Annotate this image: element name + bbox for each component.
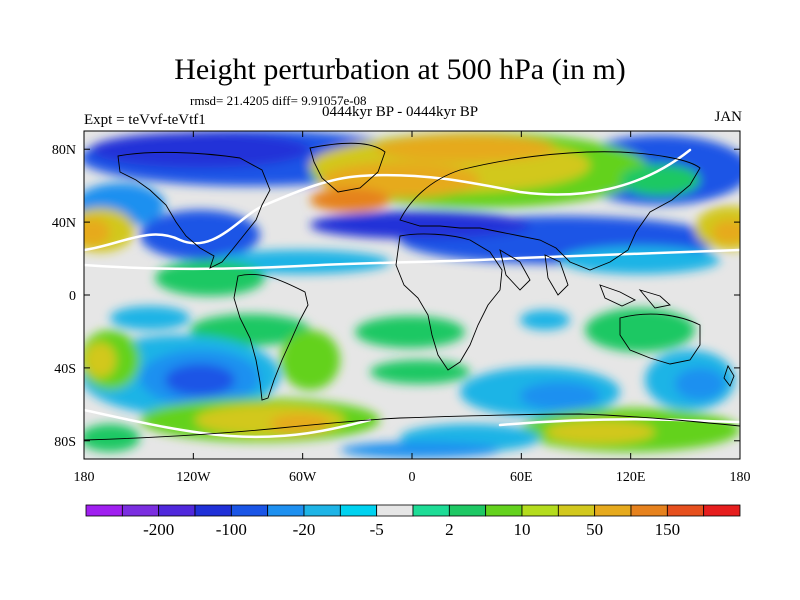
colorbar-swatch <box>703 504 741 517</box>
colorbar-swatch <box>412 504 450 517</box>
colorbar-swatch <box>303 504 341 517</box>
x-axis: 180 120W 60W 0 60E 120E 180 <box>74 131 751 485</box>
y-tick-label: 80S <box>54 435 76 450</box>
month-label: JAN <box>714 109 742 125</box>
colorbar-label: 10 <box>514 520 531 539</box>
map-title: Height perturbation at 500 hPa (in m) <box>174 53 626 86</box>
x-tick-label: 60W <box>289 470 317 485</box>
colorbar-swatch <box>230 504 269 517</box>
x-tick-label: 60E <box>510 470 533 485</box>
x-tick-label: 180 <box>74 470 95 485</box>
colorbar-label: 150 <box>655 520 681 539</box>
y-tick-label: 0 <box>69 289 76 304</box>
colorbar-swatch <box>121 504 160 517</box>
colorbar-label: -5 <box>370 520 384 539</box>
colorbar-swatch <box>594 504 632 517</box>
colorbar: -200 -100 -20 -5 2 10 50 150 <box>85 504 741 539</box>
colorbar-swatch <box>85 504 123 517</box>
colorbar-swatch <box>339 504 378 517</box>
colorbar-swatch <box>666 504 705 517</box>
colorbar-swatch <box>485 504 523 517</box>
y-tick-label: 80N <box>52 143 76 158</box>
colorbar-label: 50 <box>586 520 603 539</box>
colorbar-swatch <box>194 504 232 517</box>
height-field <box>84 131 740 458</box>
x-tick-label: 180 <box>730 470 751 485</box>
zero-contours <box>84 148 740 439</box>
colorbar-swatch <box>557 504 596 517</box>
period-label: 0444kyr BP - 0444kyr BP <box>322 104 479 120</box>
x-tick-label: 0 <box>409 470 416 485</box>
experiment-label: Expt = teVvf-teVtf1 <box>84 112 206 128</box>
colorbar-label: -100 <box>216 520 247 539</box>
colorbar-swatch <box>267 504 305 517</box>
x-tick-label: 120W <box>176 470 211 485</box>
y-tick-label: 40S <box>54 362 76 377</box>
x-tick-label: 120E <box>616 470 646 485</box>
colorbar-swatch <box>448 504 487 517</box>
stats-text: rmsd= 21.4205 diff= 9.91057e-08 <box>190 93 367 108</box>
coastlines <box>84 142 740 441</box>
colorbar-swatch <box>158 504 196 517</box>
colorbar-swatch <box>630 504 668 517</box>
y-axis: 80N 40N 0 40S 80S <box>52 143 740 450</box>
colorbar-label: 2 <box>445 520 454 539</box>
colorbar-swatch <box>376 504 414 517</box>
plot-area <box>84 131 740 459</box>
y-tick-label: 40N <box>52 216 76 231</box>
colorbar-swatch <box>521 504 559 517</box>
colorbar-label: -20 <box>293 520 316 539</box>
colorbar-label: -200 <box>143 520 174 539</box>
